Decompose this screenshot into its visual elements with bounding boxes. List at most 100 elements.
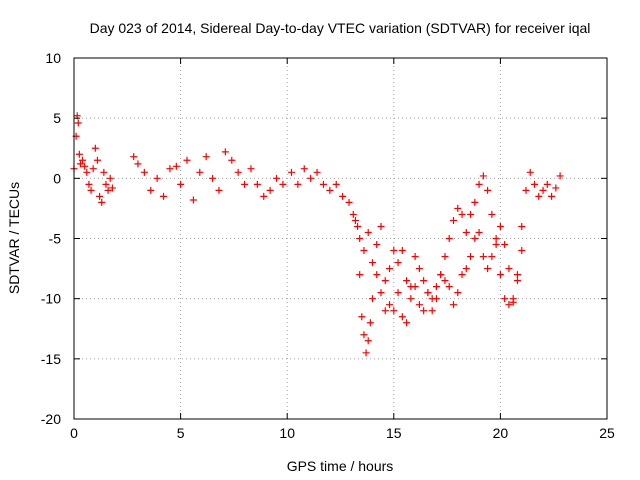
- data-point: [260, 192, 268, 200]
- data-point: [390, 307, 398, 315]
- data-point: [445, 235, 453, 242]
- data-point: [134, 160, 142, 168]
- data-point: [484, 186, 492, 194]
- data-point: [475, 180, 483, 188]
- data-point: [234, 168, 242, 176]
- data-point: [386, 301, 394, 309]
- data-point: [362, 349, 370, 357]
- data-point: [531, 180, 539, 188]
- data-point: [102, 180, 110, 188]
- data-point: [424, 289, 432, 297]
- data-point: [513, 277, 521, 285]
- data-point: [462, 228, 470, 236]
- x-tick-label: 5: [177, 425, 185, 441]
- data-point: [445, 283, 453, 291]
- data-point: [492, 241, 500, 249]
- data-point: [479, 172, 487, 180]
- data-point: [543, 180, 551, 188]
- data-point: [467, 253, 475, 261]
- data-point: [390, 247, 398, 255]
- data-point: [273, 174, 281, 182]
- data-point: [458, 271, 466, 279]
- data-point: [368, 295, 376, 303]
- data-point: [501, 295, 509, 303]
- y-tick-label: -5: [49, 231, 62, 247]
- data-point: [196, 168, 204, 176]
- data-point: [104, 186, 112, 194]
- data-point: [428, 295, 436, 303]
- data-point: [241, 180, 249, 188]
- x-tick-label: 0: [70, 425, 78, 441]
- data-point: [484, 265, 492, 273]
- data-point: [403, 319, 411, 327]
- data-point: [441, 277, 449, 285]
- data-point: [377, 222, 385, 230]
- data-point: [74, 119, 82, 127]
- data-point: [89, 165, 97, 173]
- data-point: [356, 271, 364, 279]
- data-point: [326, 186, 334, 194]
- data-point: [87, 186, 95, 194]
- data-point: [166, 165, 174, 173]
- data-point: [432, 283, 440, 291]
- y-axis-label: SDTVAR / TECUs: [6, 182, 22, 294]
- data-point: [106, 174, 114, 182]
- data-point: [513, 271, 521, 279]
- data-point: [279, 180, 287, 188]
- data-point: [160, 192, 168, 200]
- data-point: [100, 168, 108, 176]
- plot-frame: [73, 57, 608, 420]
- data-point: [221, 148, 229, 156]
- data-point: [108, 184, 116, 192]
- data-point: [548, 192, 556, 200]
- data-point: [345, 198, 353, 206]
- data-point: [313, 168, 321, 176]
- data-point: [93, 156, 101, 164]
- data-point: [420, 307, 428, 315]
- y-tick-label: -10: [41, 291, 61, 307]
- data-point: [332, 180, 340, 188]
- data-point: [522, 186, 530, 194]
- grid: [74, 58, 607, 419]
- axis-ticks: 0 5 10 15 20 25 10 5 0 -5 -10 -15 -20: [41, 50, 615, 441]
- data-point: [360, 247, 368, 255]
- y-tick-label: 5: [53, 110, 61, 126]
- data-point: [228, 156, 236, 164]
- data-point: [294, 180, 302, 188]
- data-point: [356, 235, 364, 242]
- data-point: [462, 265, 470, 273]
- data-point: [140, 168, 148, 176]
- data-point: [307, 174, 315, 182]
- data-point: [552, 184, 560, 192]
- data-point: [403, 277, 411, 285]
- y-tick-label: -20: [41, 411, 61, 427]
- data-point: [471, 198, 479, 206]
- data-point: [354, 222, 362, 230]
- data-point: [364, 337, 372, 345]
- data-point: [539, 186, 547, 194]
- data-point: [366, 319, 374, 327]
- data-point: [177, 180, 185, 188]
- x-tick-label: 15: [386, 425, 402, 441]
- data-point: [351, 216, 359, 224]
- data-point: [75, 150, 83, 158]
- data-point: [247, 165, 255, 173]
- data-point: [441, 253, 449, 261]
- data-point: [209, 174, 217, 182]
- data-point: [147, 186, 155, 194]
- data-point: [518, 222, 526, 230]
- data-point: [360, 331, 368, 339]
- series-sdtvar: [70, 112, 564, 357]
- data-point: [415, 301, 423, 309]
- data-point: [467, 210, 475, 218]
- data-point: [454, 289, 462, 297]
- data-point: [172, 162, 180, 170]
- data-point: [394, 289, 402, 297]
- data-point: [96, 192, 104, 200]
- data-point: [183, 156, 191, 164]
- x-tick-label: 10: [279, 425, 295, 441]
- data-point: [458, 210, 466, 218]
- data-point: [411, 283, 419, 291]
- data-point: [91, 144, 99, 152]
